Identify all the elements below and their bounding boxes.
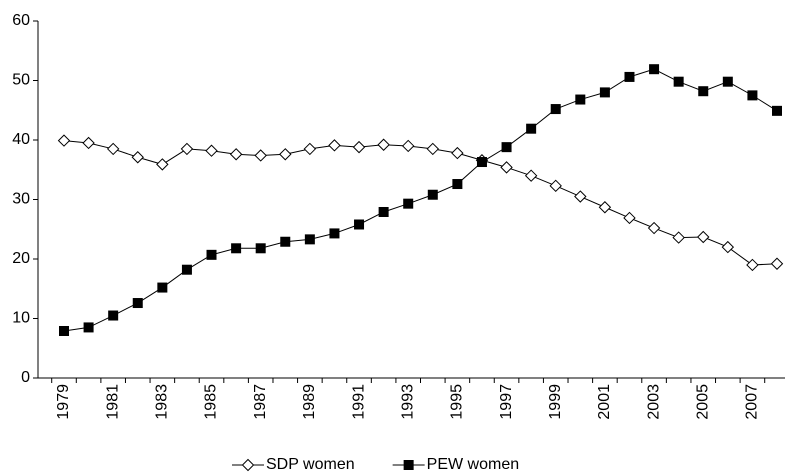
y-tick-label: 30	[12, 191, 30, 208]
marker	[328, 139, 341, 152]
y-tick-label: 40	[12, 131, 30, 148]
marker	[427, 189, 438, 200]
x-tick-label: 1991	[350, 384, 367, 420]
marker	[575, 94, 586, 105]
marker	[476, 157, 487, 168]
marker	[378, 206, 389, 217]
marker	[403, 460, 414, 470]
x-tick-label: 1995	[449, 384, 466, 420]
marker	[83, 322, 94, 333]
marker	[354, 219, 365, 230]
y-tick-label: 50	[12, 72, 30, 89]
marker	[599, 87, 610, 98]
x-tick-label: 1987	[252, 384, 269, 420]
marker	[279, 148, 292, 161]
marker	[352, 140, 366, 154]
marker	[59, 325, 69, 336]
marker	[721, 240, 735, 254]
marker	[229, 148, 243, 161]
marker	[550, 104, 561, 115]
marker	[673, 76, 684, 87]
marker	[722, 76, 733, 87]
marker	[647, 221, 661, 235]
x-tick-label: 1983	[154, 384, 171, 420]
marker	[157, 282, 168, 293]
x-tick-label: 1989	[301, 384, 318, 420]
marker	[206, 249, 217, 260]
marker	[108, 310, 119, 321]
marker	[426, 142, 440, 156]
marker	[131, 151, 144, 164]
marker	[746, 258, 759, 272]
marker	[180, 142, 194, 156]
marker	[672, 231, 685, 244]
y-tick-label: 60	[12, 12, 30, 29]
marker	[524, 169, 538, 182]
marker	[156, 158, 169, 171]
marker	[303, 142, 317, 156]
marker	[623, 211, 636, 225]
x-tick-label: 1993	[399, 384, 416, 420]
y-tick-label: 10	[12, 310, 30, 327]
marker	[82, 136, 95, 150]
x-tick-label: 2005	[694, 384, 711, 420]
marker	[574, 190, 587, 203]
marker	[205, 144, 218, 157]
marker	[526, 123, 537, 134]
x-tick-label: 1981	[104, 384, 121, 420]
x-tick-label: 2003	[645, 384, 662, 420]
marker	[697, 230, 710, 244]
marker	[624, 71, 635, 82]
x-tick-label: 1997	[498, 384, 515, 420]
marker	[254, 149, 267, 162]
x-tick-label: 2007	[744, 384, 761, 420]
series-line	[63, 68, 778, 332]
marker	[451, 146, 464, 160]
marker	[304, 234, 315, 245]
series-line	[63, 140, 778, 266]
marker	[329, 228, 340, 239]
marker	[549, 179, 562, 193]
x-tick-label: 1979	[55, 384, 72, 420]
marker	[772, 105, 782, 116]
marker	[280, 236, 291, 247]
marker	[181, 264, 192, 275]
marker	[500, 161, 513, 174]
y-tick-label: 20	[12, 250, 30, 267]
legend-label: SDP women	[266, 456, 355, 473]
marker	[255, 243, 266, 254]
marker	[501, 142, 512, 153]
marker	[57, 134, 71, 147]
marker	[231, 243, 242, 254]
marker	[649, 64, 660, 75]
marker	[403, 198, 414, 209]
marker	[598, 201, 612, 214]
marker	[770, 257, 784, 270]
y-tick-label: 0	[21, 369, 30, 386]
x-tick-label: 2001	[596, 384, 613, 420]
marker	[106, 142, 120, 156]
marker	[132, 298, 143, 309]
marker	[747, 90, 758, 101]
marker	[698, 86, 709, 97]
legend-label: PEW women	[427, 456, 519, 473]
x-tick-label: 1985	[203, 384, 220, 420]
marker	[241, 458, 255, 472]
x-tick-label: 1999	[547, 384, 564, 420]
marker	[401, 139, 415, 153]
marker	[377, 138, 390, 151]
marker	[452, 179, 463, 190]
